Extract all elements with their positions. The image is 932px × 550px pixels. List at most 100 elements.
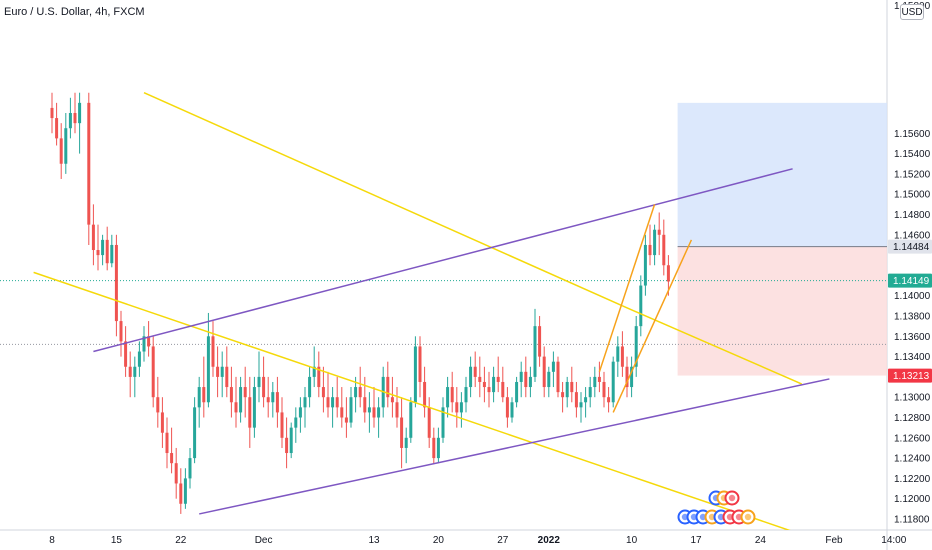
candle-body[interactable] bbox=[147, 336, 151, 347]
candle-body[interactable] bbox=[547, 371, 551, 388]
candle-body[interactable] bbox=[450, 387, 454, 403]
candle-body[interactable] bbox=[662, 234, 666, 266]
candle-body[interactable] bbox=[423, 381, 427, 408]
yellow-channel-top[interactable] bbox=[143, 92, 623, 307]
candle-body[interactable] bbox=[317, 366, 321, 388]
candle-body[interactable] bbox=[280, 412, 284, 438]
candle-body[interactable] bbox=[657, 229, 661, 235]
candle-body[interactable] bbox=[165, 432, 169, 454]
candle-body[interactable] bbox=[170, 453, 174, 464]
candle-body[interactable] bbox=[183, 478, 187, 504]
candle-body[interactable] bbox=[666, 265, 670, 282]
orange-wedge-top[interactable] bbox=[598, 204, 656, 373]
candle-body[interactable] bbox=[542, 356, 546, 388]
candle-body[interactable] bbox=[363, 397, 367, 413]
candle-body[interactable] bbox=[340, 407, 344, 418]
candle-body[interactable] bbox=[432, 437, 436, 459]
candle-body[interactable] bbox=[64, 128, 68, 164]
purple-channel-top[interactable] bbox=[93, 168, 793, 353]
candle-body[interactable] bbox=[404, 437, 408, 448]
candle-body[interactable] bbox=[298, 407, 302, 418]
candle-body[interactable] bbox=[96, 250, 100, 256]
candle-body[interactable] bbox=[515, 381, 519, 403]
candle-body[interactable] bbox=[151, 346, 155, 398]
candle-body[interactable] bbox=[133, 366, 137, 377]
candle-body[interactable] bbox=[519, 371, 523, 382]
candle-body[interactable] bbox=[239, 387, 243, 413]
candle-body[interactable] bbox=[262, 376, 266, 398]
candle-body[interactable] bbox=[588, 387, 592, 398]
candle-body[interactable] bbox=[441, 407, 445, 438]
candle-body[interactable] bbox=[179, 483, 183, 504]
candle-body[interactable] bbox=[137, 351, 141, 367]
currency-button[interactable]: USD bbox=[900, 4, 924, 20]
candle-body[interactable] bbox=[285, 437, 289, 454]
candle-body[interactable] bbox=[409, 402, 413, 438]
candle-body[interactable] bbox=[243, 387, 247, 398]
candle-body[interactable] bbox=[455, 402, 459, 413]
candle-body[interactable] bbox=[59, 138, 63, 164]
candle-body[interactable] bbox=[538, 326, 542, 357]
candle-body[interactable] bbox=[78, 102, 82, 124]
candle-body[interactable] bbox=[156, 397, 160, 413]
candle-body[interactable] bbox=[50, 107, 54, 119]
candle-body[interactable] bbox=[643, 244, 647, 286]
candle-body[interactable] bbox=[344, 417, 348, 423]
candle-body[interactable] bbox=[611, 361, 615, 403]
candle-body[interactable] bbox=[570, 381, 574, 393]
candle-body[interactable] bbox=[473, 366, 477, 377]
candle-body[interactable] bbox=[593, 376, 597, 388]
candle-body[interactable] bbox=[308, 376, 312, 398]
candle-body[interactable] bbox=[174, 463, 178, 484]
candle-body[interactable] bbox=[220, 366, 224, 377]
candle-body[interactable] bbox=[349, 397, 353, 423]
candle-body[interactable] bbox=[496, 376, 500, 382]
candle-body[interactable] bbox=[501, 381, 505, 398]
candle-body[interactable] bbox=[565, 381, 569, 398]
candle-body[interactable] bbox=[271, 392, 275, 403]
candle-body[interactable] bbox=[400, 417, 404, 448]
candle-body[interactable] bbox=[105, 239, 109, 264]
candle-body[interactable] bbox=[533, 326, 537, 377]
candle-body[interactable] bbox=[579, 402, 583, 408]
orange-wedge-bottom[interactable] bbox=[612, 239, 693, 413]
candle-body[interactable] bbox=[653, 229, 657, 256]
candle-body[interactable] bbox=[469, 366, 473, 388]
candle-body[interactable] bbox=[620, 346, 624, 367]
candle-body[interactable] bbox=[524, 371, 528, 388]
candle-body[interactable] bbox=[358, 387, 362, 398]
candle-body[interactable] bbox=[229, 387, 233, 403]
candle-body[interactable] bbox=[303, 397, 307, 408]
candle-body[interactable] bbox=[427, 407, 431, 438]
candle-body[interactable] bbox=[602, 381, 606, 398]
candle-body[interactable] bbox=[492, 376, 496, 393]
candle-body[interactable] bbox=[248, 397, 252, 428]
candle-body[interactable] bbox=[91, 224, 95, 251]
candle-body[interactable] bbox=[211, 336, 215, 367]
candle-body[interactable] bbox=[482, 381, 486, 388]
candle-body[interactable] bbox=[73, 113, 77, 124]
candle-body[interactable] bbox=[188, 458, 192, 479]
candle-body[interactable] bbox=[101, 239, 105, 256]
candle-body[interactable] bbox=[561, 392, 565, 398]
candle-body[interactable] bbox=[630, 366, 634, 388]
candle-body[interactable] bbox=[478, 376, 482, 382]
candle-body[interactable] bbox=[395, 402, 399, 418]
candle-body[interactable] bbox=[574, 392, 578, 408]
candle-body[interactable] bbox=[142, 336, 146, 352]
yellow-channel-bottom[interactable] bbox=[33, 271, 816, 539]
candle-body[interactable] bbox=[607, 397, 611, 403]
purple-channel-bottom[interactable] bbox=[199, 378, 830, 515]
candle-body[interactable] bbox=[114, 244, 118, 322]
candle-body[interactable] bbox=[377, 407, 381, 418]
candle-body[interactable] bbox=[354, 387, 358, 398]
candle-body[interactable] bbox=[206, 336, 210, 403]
candle-body[interactable] bbox=[386, 376, 390, 398]
candle-body[interactable] bbox=[639, 285, 643, 327]
candle-body[interactable] bbox=[597, 376, 601, 382]
candle-body[interactable] bbox=[289, 427, 293, 454]
candle-body[interactable] bbox=[510, 402, 514, 418]
candle-body[interactable] bbox=[331, 397, 335, 408]
candle-body[interactable] bbox=[225, 366, 229, 388]
